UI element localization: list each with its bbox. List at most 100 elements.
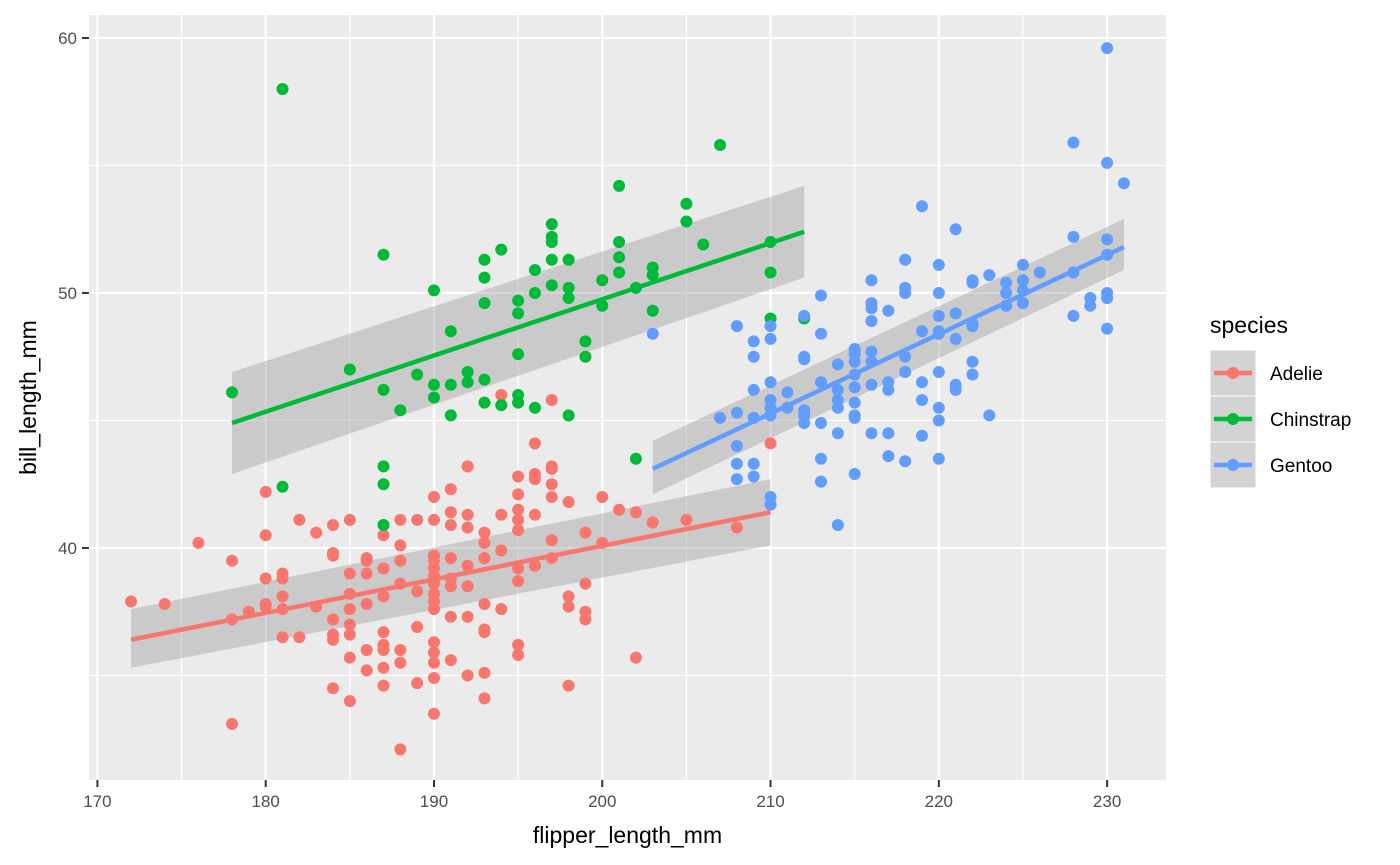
point-chinstrap	[596, 274, 609, 287]
point-gentoo	[915, 325, 928, 338]
point-adelie	[411, 621, 424, 633]
point-adelie	[377, 661, 390, 674]
point-chinstrap	[596, 299, 609, 312]
point-gentoo	[949, 332, 962, 345]
point-chinstrap	[562, 253, 575, 266]
point-gentoo	[730, 406, 743, 419]
point-gentoo	[815, 376, 828, 389]
point-adelie	[495, 508, 508, 521]
point-chinstrap	[545, 235, 558, 248]
point-gentoo	[798, 353, 811, 366]
point-adelie	[579, 577, 592, 590]
point-gentoo	[899, 366, 912, 378]
point-gentoo	[882, 427, 895, 440]
point-gentoo	[932, 258, 945, 271]
point-adelie	[545, 490, 558, 503]
point-adelie	[343, 603, 356, 616]
point-chinstrap	[444, 378, 457, 391]
point-adelie	[158, 598, 171, 611]
point-adelie	[613, 503, 626, 516]
point-adelie	[377, 590, 390, 603]
point-gentoo	[798, 417, 811, 429]
point-gentoo	[915, 429, 928, 442]
point-gentoo	[1016, 297, 1029, 310]
point-gentoo	[932, 452, 945, 465]
point-gentoo	[1101, 42, 1114, 55]
point-gentoo	[1033, 266, 1046, 279]
point-chinstrap	[226, 386, 239, 399]
point-adelie	[495, 544, 508, 557]
point-chinstrap	[680, 215, 693, 228]
point-gentoo	[865, 345, 878, 358]
point-adelie	[596, 490, 609, 503]
point-gentoo	[932, 401, 945, 414]
point-gentoo	[865, 427, 878, 440]
point-adelie	[495, 388, 508, 401]
point-chinstrap	[512, 307, 525, 320]
point-adelie	[545, 462, 558, 475]
point-adelie	[461, 610, 474, 623]
point-adelie	[327, 613, 340, 626]
point-gentoo	[899, 253, 912, 266]
point-gentoo	[932, 309, 945, 322]
point-chinstrap	[427, 391, 440, 404]
point-chinstrap	[629, 452, 642, 465]
point-chinstrap	[377, 248, 390, 261]
point-gentoo	[1067, 136, 1080, 149]
point-adelie	[478, 526, 491, 539]
point-adelie	[444, 519, 457, 531]
point-adelie	[562, 679, 575, 692]
point-gentoo	[1016, 274, 1029, 287]
x-tick-label: 190	[420, 792, 448, 811]
point-gentoo	[815, 452, 828, 465]
fit-line-gentoo	[651, 245, 1125, 471]
point-gentoo	[932, 286, 945, 299]
point-adelie	[562, 600, 575, 613]
point-adelie	[360, 554, 373, 567]
point-adelie	[343, 651, 356, 664]
point-adelie	[226, 554, 239, 567]
point-adelie	[444, 483, 457, 496]
point-adelie	[545, 394, 558, 407]
x-tick-label: 170	[83, 792, 111, 811]
point-gentoo	[747, 457, 760, 470]
point-adelie	[259, 572, 272, 585]
point-chinstrap	[478, 297, 491, 310]
point-adelie	[478, 552, 491, 565]
point-adelie	[327, 549, 340, 562]
point-adelie	[293, 631, 306, 644]
point-chinstrap	[478, 396, 491, 409]
point-adelie	[427, 672, 440, 684]
point-adelie	[461, 580, 474, 593]
point-adelie	[461, 508, 474, 521]
point-adelie	[310, 526, 323, 539]
point-gentoo	[865, 378, 878, 391]
point-gentoo	[882, 304, 895, 317]
point-adelie	[226, 717, 239, 730]
legend: species Adelie Chinstrap Gentoo	[1209, 312, 1351, 489]
point-gentoo	[646, 327, 659, 340]
x-axis: 170 180 190 200 210 220 230	[83, 780, 1121, 811]
point-gentoo	[932, 414, 945, 427]
point-chinstrap	[377, 478, 390, 491]
point-adelie	[427, 490, 440, 503]
point-gentoo	[815, 327, 828, 340]
point-adelie	[629, 651, 642, 664]
point-gentoo	[730, 473, 743, 486]
point-adelie	[343, 567, 356, 580]
point-adelie	[427, 513, 440, 526]
point-gentoo	[1067, 309, 1080, 322]
point-chinstrap	[545, 253, 558, 266]
point-chinstrap	[495, 243, 508, 256]
plot-panel	[89, 15, 1166, 780]
point-adelie	[512, 513, 525, 526]
point-chinstrap	[528, 264, 541, 276]
point-adelie	[730, 521, 743, 534]
legend-label-adelie: Adelie	[1270, 364, 1323, 385]
point-adelie	[629, 506, 642, 519]
point-adelie	[545, 478, 558, 491]
point-adelie	[377, 643, 390, 656]
point-adelie	[545, 534, 558, 547]
legend-label-chinstrap: Chinstrap	[1270, 410, 1351, 431]
